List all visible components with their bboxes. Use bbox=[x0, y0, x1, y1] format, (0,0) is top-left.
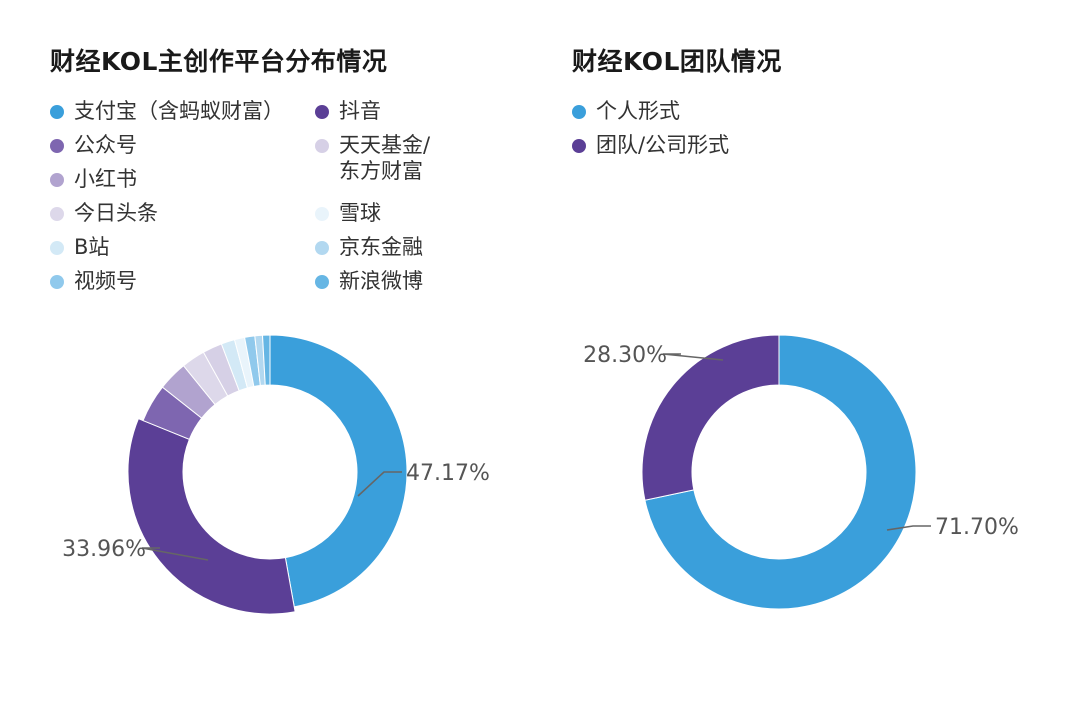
platform-donut-chart: 47.17% 33.96% bbox=[62, 334, 490, 615]
chart-title: 财经KOL主创作平台分布情况 bbox=[50, 47, 388, 76]
donut-slice bbox=[641, 334, 780, 501]
legend-label: 京东金融 bbox=[339, 235, 423, 259]
legend-item-douyin: 抖音 bbox=[315, 98, 381, 124]
legend-dot bbox=[50, 241, 64, 255]
legend-label: 视频号 bbox=[74, 269, 137, 293]
legend-item-xiaohongshu: 小红书 bbox=[50, 166, 137, 192]
platform-distribution-panel: 财经KOL主创作平台分布情况 支付宝（含蚂蚁财富） 抖音 公众号 天天基金/ 东… bbox=[50, 47, 490, 615]
legend-label: 个人形式 bbox=[596, 99, 680, 123]
legend-item-bilibili: B站 bbox=[50, 234, 109, 260]
legend-item-toutiao: 今日头条 bbox=[50, 200, 158, 226]
legend-dot bbox=[50, 207, 64, 221]
leader-line bbox=[662, 353, 724, 361]
legend-dot bbox=[50, 139, 64, 153]
legend-dot bbox=[315, 139, 329, 153]
legend-dot bbox=[50, 275, 64, 289]
leader-line bbox=[141, 547, 209, 561]
legend-item-jd-finance: 京东金融 bbox=[315, 234, 423, 260]
legend-label: 今日头条 bbox=[74, 201, 158, 225]
legend-label: 团队/公司形式 bbox=[596, 133, 730, 157]
legend-item-xueqiu: 雪球 bbox=[315, 200, 381, 226]
legend-item-team-company: 团队/公司形式 bbox=[572, 132, 729, 158]
legend-label: 抖音 bbox=[339, 99, 381, 123]
legend-dot bbox=[315, 275, 329, 289]
legend-label: B站 bbox=[74, 235, 110, 259]
legend-label: 新浪微博 bbox=[339, 269, 423, 293]
chart-title: 财经KOL团队情况 bbox=[572, 47, 782, 76]
legend-dot bbox=[315, 241, 329, 255]
legend-item-wechat-official: 公众号 bbox=[50, 132, 137, 158]
legend-item-tiantian-fund: 天天基金/ 东方财富 bbox=[315, 132, 430, 184]
legend-item-video-account: 视频号 bbox=[50, 268, 137, 294]
leader-line bbox=[357, 471, 402, 497]
data-label: 71.70% bbox=[935, 515, 1019, 540]
legend-label: 支付宝（含蚂蚁财富） bbox=[74, 99, 284, 123]
leader-line bbox=[886, 525, 931, 531]
legend-item-alipay: 支付宝（含蚂蚁财富） bbox=[50, 98, 284, 124]
donut-slice bbox=[261, 334, 271, 386]
donut-slice bbox=[644, 334, 917, 610]
legend-dot bbox=[50, 173, 64, 187]
legend-item-weibo: 新浪微博 bbox=[315, 268, 423, 294]
data-label: 33.96% bbox=[62, 537, 146, 562]
team-donut-chart: 71.70% 28.30% bbox=[583, 334, 1019, 610]
data-label: 47.17% bbox=[406, 461, 490, 486]
legend-dot bbox=[572, 139, 586, 153]
legend-dot bbox=[315, 105, 329, 119]
legend-dot bbox=[50, 105, 64, 119]
legend-item-individual: 个人形式 bbox=[572, 98, 680, 124]
legend-label: 小红书 bbox=[74, 167, 137, 191]
legend-label: 天天基金/ 东方财富 bbox=[339, 133, 431, 183]
legend-label: 雪球 bbox=[339, 201, 381, 225]
donut-slice bbox=[127, 417, 296, 615]
legend-dot bbox=[315, 207, 329, 221]
legend-dot bbox=[572, 105, 586, 119]
legend-label: 公众号 bbox=[74, 133, 137, 157]
team-form-panel: 财经KOL团队情况 个人形式 团队/公司形式 71.70% 28.30% bbox=[540, 0, 1080, 709]
donut-slice bbox=[269, 334, 408, 608]
data-label: 28.30% bbox=[583, 343, 667, 368]
